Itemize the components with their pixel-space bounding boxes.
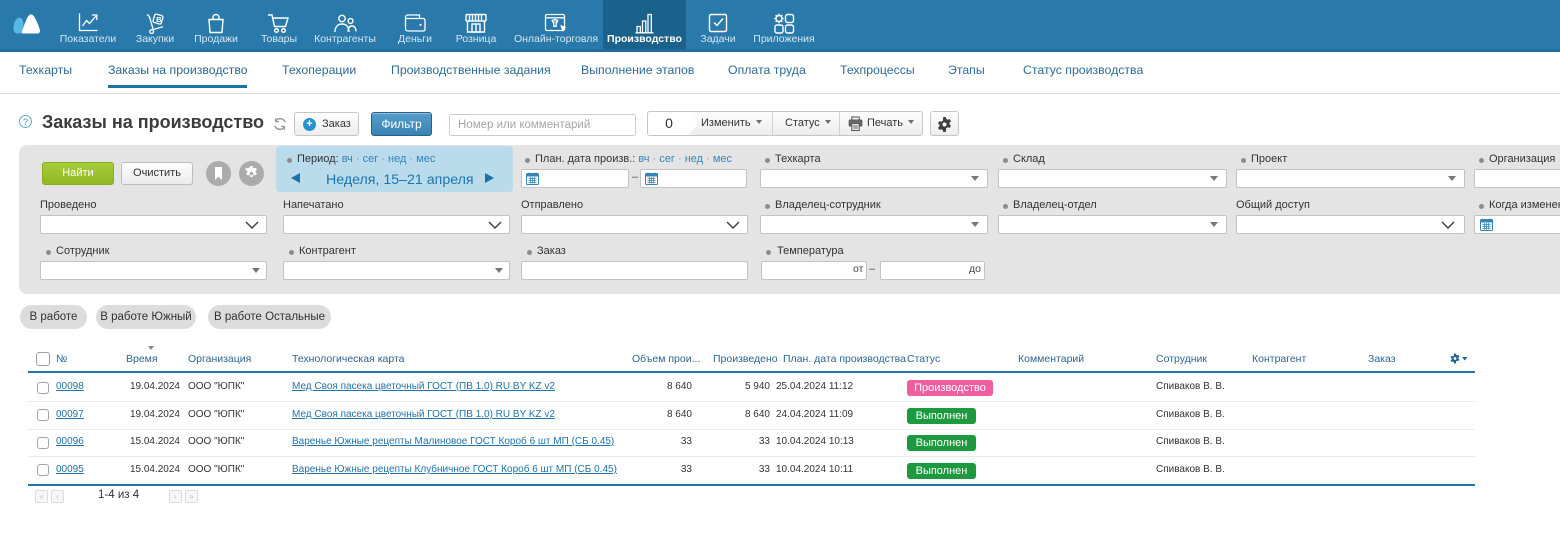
- svg-text:B: B: [156, 15, 162, 24]
